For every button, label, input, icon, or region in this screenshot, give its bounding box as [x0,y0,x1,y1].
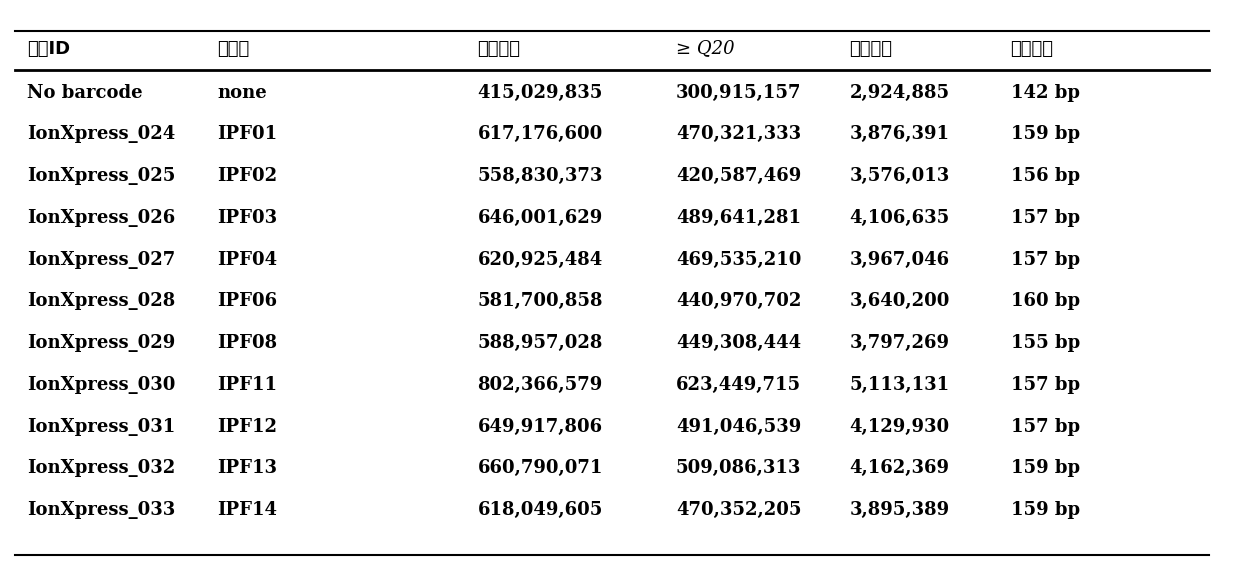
Text: 4,162,369: 4,162,369 [849,459,950,478]
Text: 470,352,205: 470,352,205 [676,501,801,519]
Text: 2,924,885: 2,924,885 [849,84,950,102]
Text: 159 bp: 159 bp [1011,125,1080,144]
Text: 509,086,313: 509,086,313 [676,459,801,478]
Text: IPF02: IPF02 [217,167,277,185]
Text: 558,830,373: 558,830,373 [477,167,603,185]
Text: IonXpress_030: IonXpress_030 [27,376,176,394]
Text: 491,046,539: 491,046,539 [676,418,801,436]
Text: IonXpress_026: IonXpress_026 [27,209,176,227]
Text: 159 bp: 159 bp [1011,501,1080,519]
Text: IonXpress_031: IonXpress_031 [27,418,176,436]
Text: IPF06: IPF06 [217,292,277,311]
Text: 5,113,131: 5,113,131 [849,376,950,394]
Text: IonXpress_025: IonXpress_025 [27,167,176,185]
Text: 4,106,635: 4,106,635 [849,209,950,227]
Text: 415,029,835: 415,029,835 [477,84,603,102]
Text: 匹配碱基: 匹配碱基 [477,39,521,58]
Text: 300,915,157: 300,915,157 [676,84,801,102]
Text: 581,700,858: 581,700,858 [477,292,603,311]
Text: IonXpress_027: IonXpress_027 [27,251,176,269]
Text: 489,641,281: 489,641,281 [676,209,801,227]
Text: ≥ Q20: ≥ Q20 [676,39,734,58]
Text: 3,640,200: 3,640,200 [849,292,950,311]
Text: 142 bp: 142 bp [1011,84,1080,102]
Text: 420,587,469: 420,587,469 [676,167,801,185]
Text: 标签ID: 标签ID [27,39,71,58]
Text: 660,790,071: 660,790,071 [477,459,603,478]
Text: 匹配读取: 匹配读取 [849,39,893,58]
Text: IPF08: IPF08 [217,334,277,352]
Text: 157 bp: 157 bp [1011,418,1080,436]
Text: 155 bp: 155 bp [1011,334,1080,352]
Text: 3,895,389: 3,895,389 [849,501,950,519]
Text: 160 bp: 160 bp [1011,292,1080,311]
Text: 623,449,715: 623,449,715 [676,376,801,394]
Text: 3,797,269: 3,797,269 [849,334,950,352]
Text: 646,001,629: 646,001,629 [477,209,603,227]
Text: 3,576,013: 3,576,013 [849,167,950,185]
Text: 159 bp: 159 bp [1011,459,1080,478]
Text: IPF03: IPF03 [217,209,277,227]
Text: 4,129,930: 4,129,930 [849,418,950,436]
Text: 620,925,484: 620,925,484 [477,251,603,269]
Text: 440,970,702: 440,970,702 [676,292,801,311]
Text: IPF14: IPF14 [217,501,277,519]
Text: 3,967,046: 3,967,046 [849,251,950,269]
Text: 平均读长: 平均读长 [1011,39,1054,58]
Text: 588,957,028: 588,957,028 [477,334,603,352]
Text: IPF04: IPF04 [217,251,277,269]
Text: IonXpress_024: IonXpress_024 [27,125,176,144]
Text: IPF01: IPF01 [217,125,277,144]
Text: IonXpress_033: IonXpress_033 [27,501,176,519]
Text: 802,366,579: 802,366,579 [477,376,603,394]
Text: 449,308,444: 449,308,444 [676,334,801,352]
Text: 157 bp: 157 bp [1011,376,1080,394]
Text: none: none [217,84,267,102]
Text: 157 bp: 157 bp [1011,209,1080,227]
Text: IPF13: IPF13 [217,459,277,478]
Text: 469,535,210: 469,535,210 [676,251,801,269]
Text: IonXpress_032: IonXpress_032 [27,459,176,478]
Text: 样本名: 样本名 [217,39,249,58]
Text: IPF11: IPF11 [217,376,277,394]
Text: 3,876,391: 3,876,391 [849,125,950,144]
Text: 649,917,806: 649,917,806 [477,418,603,436]
Text: 470,321,333: 470,321,333 [676,125,801,144]
Text: 157 bp: 157 bp [1011,251,1080,269]
Text: IPF12: IPF12 [217,418,277,436]
Text: No barcode: No barcode [27,84,143,102]
Text: 617,176,600: 617,176,600 [477,125,603,144]
Text: 618,049,605: 618,049,605 [477,501,603,519]
Text: IonXpress_028: IonXpress_028 [27,292,176,311]
Text: IonXpress_029: IonXpress_029 [27,334,176,352]
Text: 156 bp: 156 bp [1011,167,1080,185]
